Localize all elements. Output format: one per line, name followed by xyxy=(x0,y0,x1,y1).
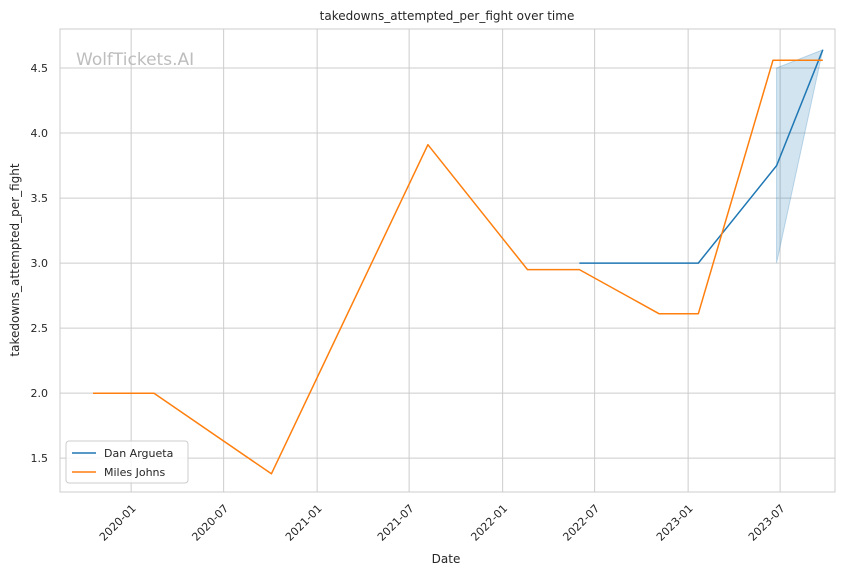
plot-area xyxy=(60,29,835,492)
legend-label: Dan Argueta xyxy=(104,447,173,460)
y-tick-label: 3.0 xyxy=(31,257,49,270)
plot-border xyxy=(59,28,836,493)
grid-lines xyxy=(60,29,835,492)
watermark: WolfTickets.AI xyxy=(76,50,194,70)
legend: Dan Argueta Miles Johns xyxy=(65,440,189,484)
y-axis-label: takedowns_attempted_per_fight xyxy=(8,163,22,356)
plot-background xyxy=(60,29,835,492)
y-tick-label: 4.0 xyxy=(31,127,49,140)
x-axis-label: Date xyxy=(432,552,461,566)
y-tick-labels: 1.5 2.0 2.5 3.0 3.5 4.0 4.5 xyxy=(31,62,49,465)
series-line-miles-johns xyxy=(93,59,823,475)
plot-frame xyxy=(59,28,836,493)
y-tick-label: 2.5 xyxy=(31,322,49,335)
series-lines xyxy=(93,49,824,475)
y-tick-label: 1.5 xyxy=(31,452,49,465)
y-tick-label: 3.5 xyxy=(31,192,49,205)
chart-title: takedowns_attempted_per_fight over time xyxy=(320,9,575,23)
y-tick-label: 4.5 xyxy=(31,62,49,75)
series-line-dan-argueta xyxy=(579,49,824,264)
legend-label: Miles Johns xyxy=(104,466,166,479)
y-tick-label: 2.0 xyxy=(31,387,49,400)
legend-box xyxy=(65,440,189,484)
